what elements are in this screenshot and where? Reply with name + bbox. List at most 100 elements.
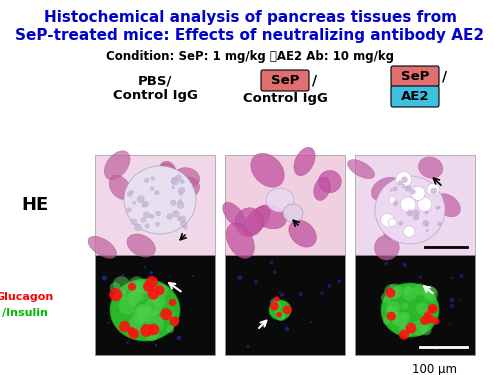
Circle shape — [138, 295, 145, 301]
Circle shape — [180, 216, 186, 222]
Circle shape — [156, 211, 160, 216]
Circle shape — [127, 192, 132, 196]
Circle shape — [404, 286, 412, 294]
Ellipse shape — [88, 236, 117, 258]
Circle shape — [118, 297, 136, 315]
Circle shape — [416, 314, 420, 318]
Ellipse shape — [283, 204, 303, 222]
Circle shape — [388, 306, 397, 315]
Circle shape — [396, 172, 411, 188]
Circle shape — [183, 225, 188, 229]
Circle shape — [131, 219, 137, 225]
Ellipse shape — [318, 170, 342, 193]
Circle shape — [280, 292, 284, 297]
Text: Control IgG: Control IgG — [112, 89, 198, 102]
Circle shape — [176, 175, 182, 180]
Circle shape — [402, 184, 406, 188]
Ellipse shape — [127, 234, 156, 257]
Circle shape — [420, 316, 429, 325]
Circle shape — [134, 224, 141, 231]
Circle shape — [387, 312, 396, 321]
Circle shape — [437, 222, 442, 226]
Circle shape — [448, 323, 450, 325]
Circle shape — [146, 276, 158, 288]
Ellipse shape — [294, 147, 315, 176]
Circle shape — [148, 324, 160, 335]
Circle shape — [132, 201, 136, 204]
Circle shape — [274, 296, 280, 302]
Ellipse shape — [235, 208, 263, 237]
Text: AE2: AE2 — [401, 90, 429, 103]
Circle shape — [138, 314, 142, 318]
Circle shape — [392, 186, 398, 191]
Ellipse shape — [251, 153, 284, 187]
Circle shape — [154, 285, 164, 295]
Circle shape — [238, 275, 242, 280]
Circle shape — [427, 183, 440, 196]
Text: Condition: SeP: 1 mg/kg 、AE2 Ab: 10 mg/kg: Condition: SeP: 1 mg/kg 、AE2 Ab: 10 mg/k… — [106, 50, 394, 63]
Circle shape — [388, 284, 403, 299]
Circle shape — [406, 210, 414, 216]
Circle shape — [138, 283, 141, 286]
Circle shape — [170, 316, 179, 326]
Circle shape — [270, 298, 279, 307]
Circle shape — [384, 284, 399, 299]
Circle shape — [384, 261, 388, 265]
Circle shape — [328, 284, 331, 288]
Circle shape — [117, 290, 128, 300]
Circle shape — [422, 220, 429, 226]
Circle shape — [178, 187, 184, 194]
Circle shape — [381, 292, 392, 303]
FancyBboxPatch shape — [391, 66, 439, 87]
Circle shape — [254, 280, 258, 284]
Circle shape — [108, 322, 110, 324]
Circle shape — [450, 304, 454, 308]
Text: HE: HE — [22, 196, 48, 214]
Circle shape — [136, 306, 153, 322]
Ellipse shape — [269, 300, 291, 320]
Circle shape — [136, 304, 149, 318]
Text: SeP-treated mice: Effects of neutralizing antibody AE2: SeP-treated mice: Effects of neutralizin… — [16, 28, 484, 43]
Ellipse shape — [383, 211, 414, 240]
Ellipse shape — [289, 220, 316, 247]
Ellipse shape — [124, 166, 196, 234]
Bar — [355, 255, 475, 355]
Circle shape — [398, 221, 403, 226]
Circle shape — [179, 192, 182, 195]
Text: Control IgG: Control IgG — [242, 92, 328, 105]
Circle shape — [172, 186, 175, 189]
Circle shape — [171, 178, 175, 183]
Circle shape — [392, 312, 407, 327]
Ellipse shape — [372, 177, 401, 201]
Circle shape — [450, 298, 454, 302]
Ellipse shape — [104, 151, 130, 180]
Circle shape — [128, 283, 136, 291]
Circle shape — [424, 311, 431, 318]
Circle shape — [407, 318, 412, 323]
Circle shape — [145, 224, 150, 228]
Circle shape — [429, 292, 431, 294]
Circle shape — [458, 299, 460, 302]
Circle shape — [450, 277, 453, 279]
Circle shape — [419, 275, 422, 279]
Text: Histochemical analysis of pancreas tissues from: Histochemical analysis of pancreas tissu… — [44, 10, 457, 25]
Circle shape — [402, 286, 417, 301]
Circle shape — [402, 177, 408, 183]
Ellipse shape — [226, 223, 254, 258]
Circle shape — [148, 288, 159, 300]
Circle shape — [167, 214, 172, 219]
Circle shape — [180, 180, 184, 184]
Circle shape — [424, 287, 438, 302]
Circle shape — [140, 324, 153, 337]
Circle shape — [141, 218, 146, 222]
Circle shape — [109, 288, 122, 301]
Circle shape — [152, 309, 159, 315]
Circle shape — [176, 336, 181, 340]
Circle shape — [102, 276, 107, 280]
Circle shape — [274, 302, 281, 310]
Ellipse shape — [348, 160, 374, 178]
Ellipse shape — [173, 168, 200, 188]
Circle shape — [270, 302, 279, 310]
Ellipse shape — [178, 177, 200, 197]
Circle shape — [156, 284, 168, 296]
